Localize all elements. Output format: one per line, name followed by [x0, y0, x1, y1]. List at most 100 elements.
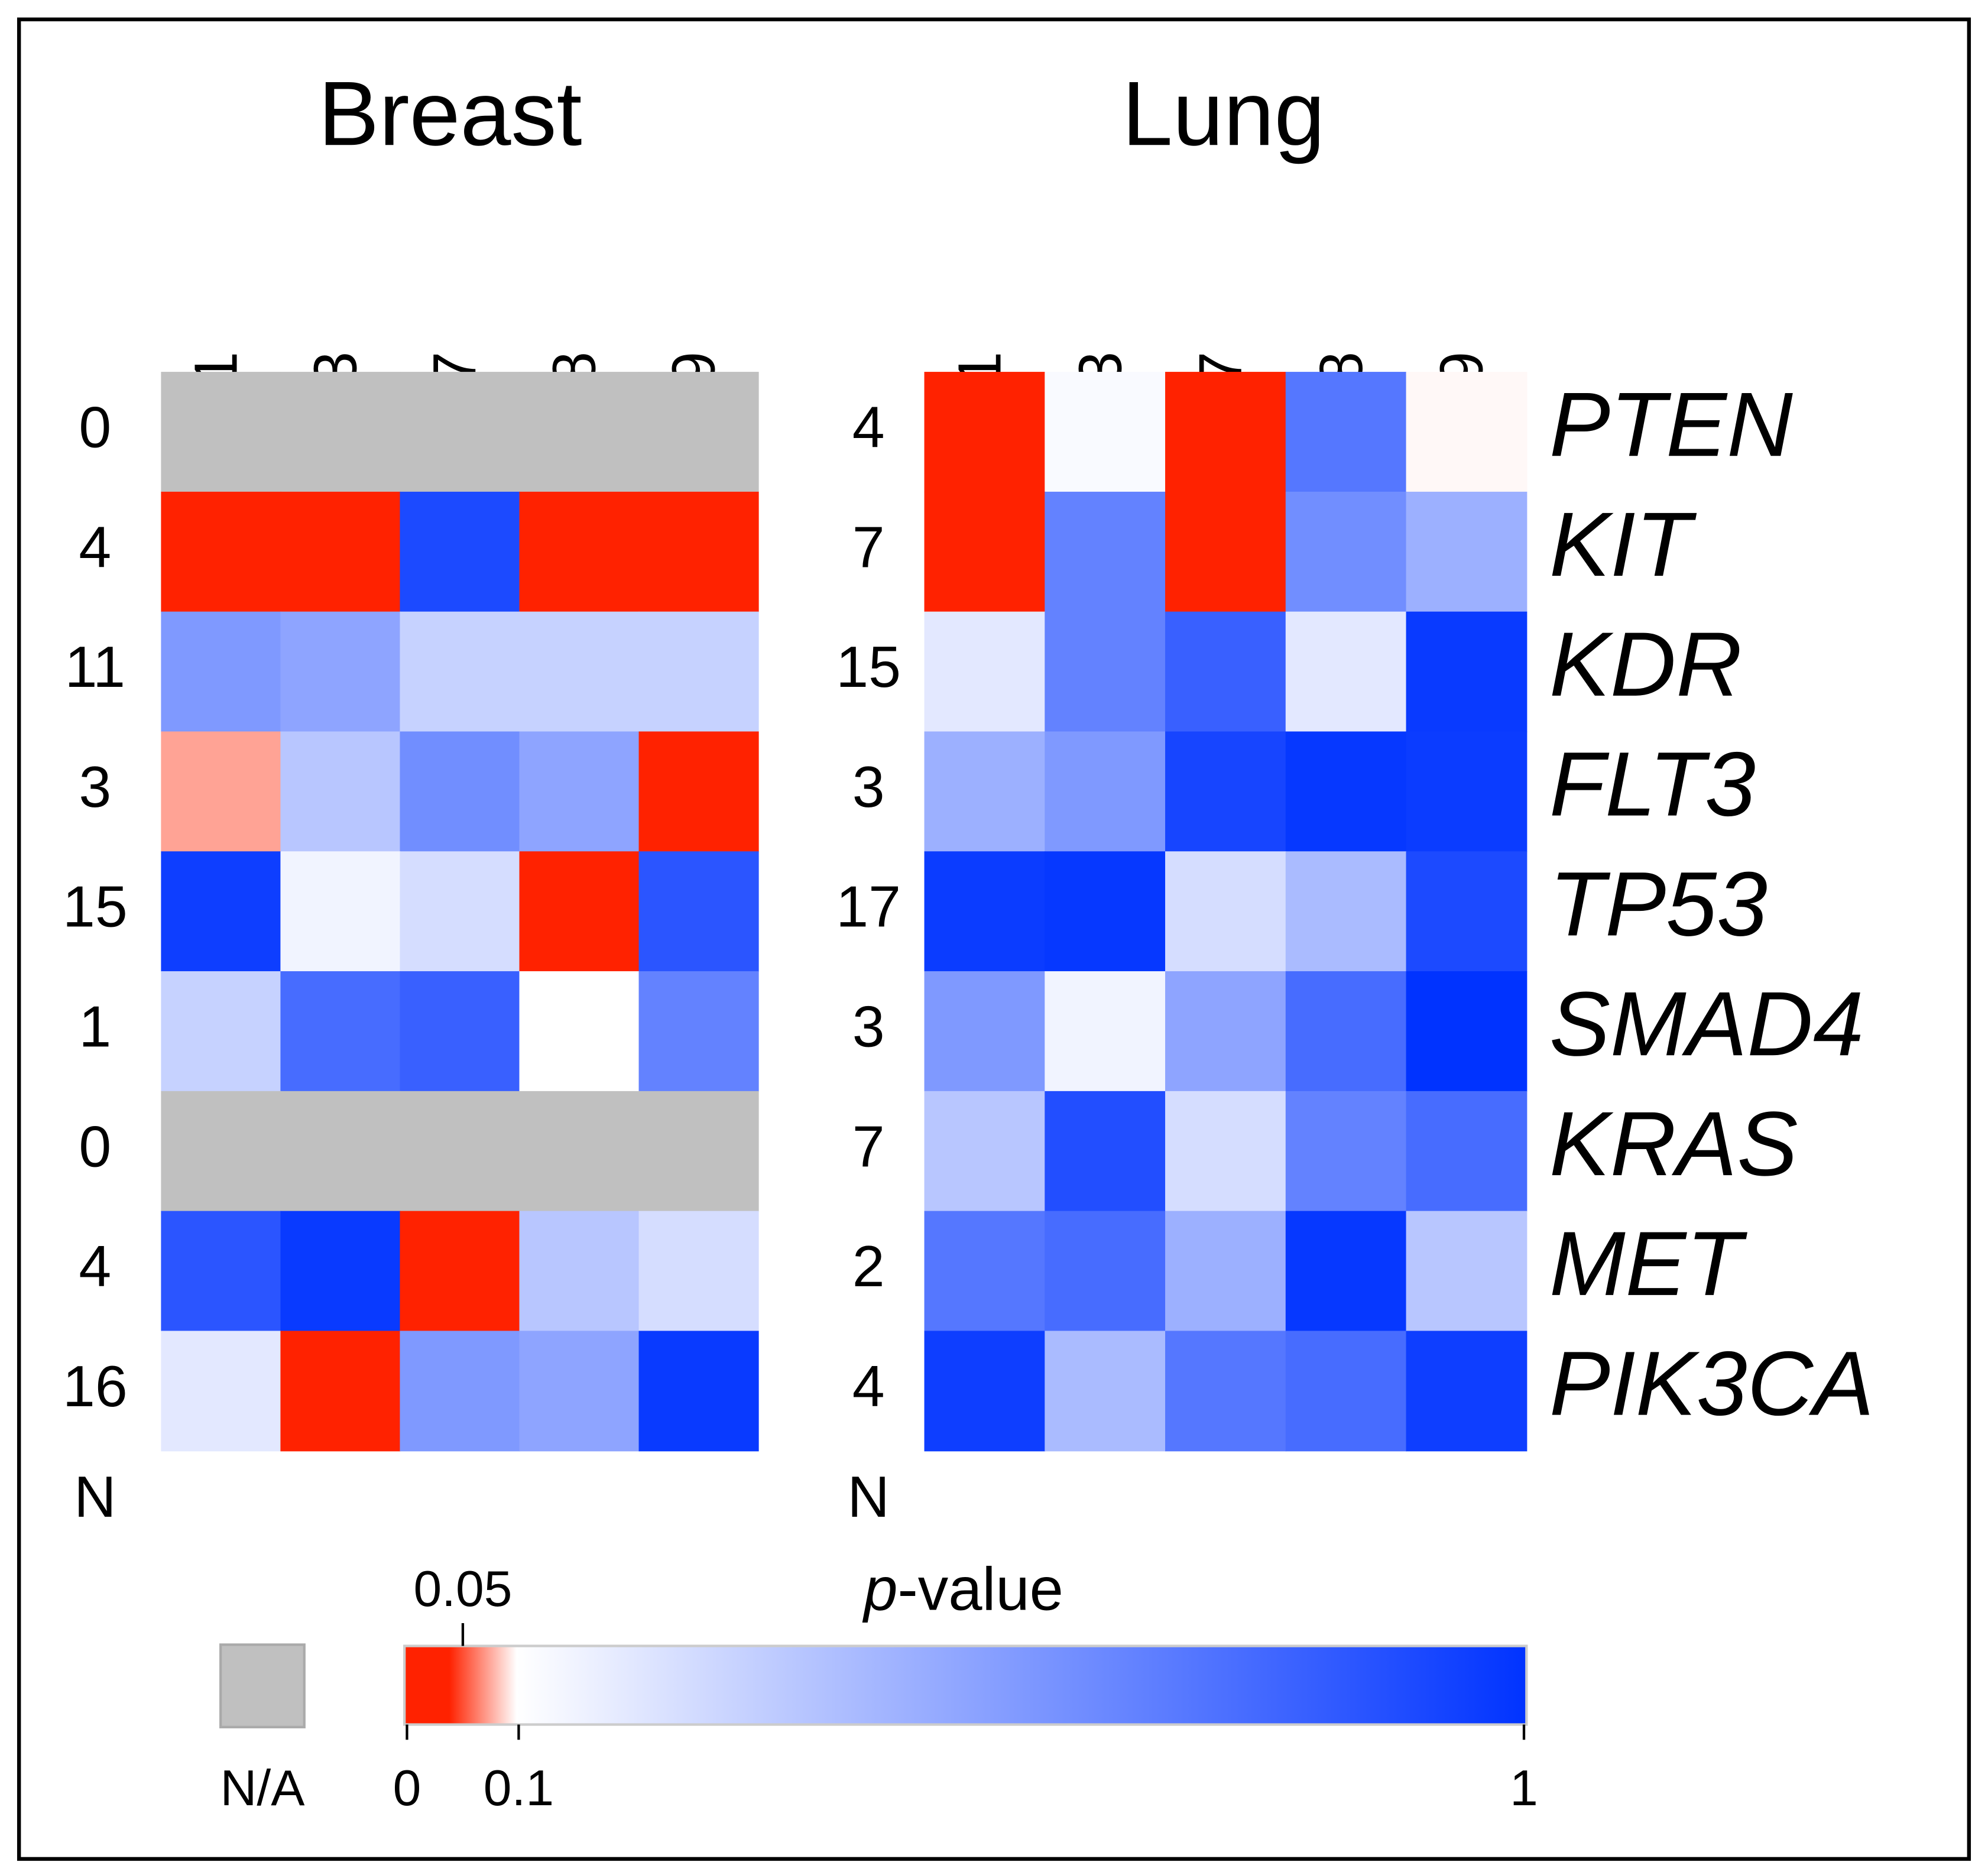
panel-title: Lung	[1122, 62, 1325, 164]
cell	[924, 1211, 1046, 1332]
cell	[161, 971, 281, 1092]
na-cell	[400, 372, 520, 492]
cell	[1406, 1211, 1528, 1332]
cell	[280, 611, 401, 732]
cell	[1165, 1091, 1286, 1212]
cell	[1165, 372, 1286, 492]
cell	[924, 611, 1046, 732]
cell	[1406, 1331, 1528, 1452]
n-label: 0	[79, 395, 111, 460]
gene-label: KDR	[1549, 613, 1742, 715]
n-label: 4	[79, 1234, 111, 1299]
cell	[280, 971, 401, 1092]
cell	[400, 1331, 520, 1452]
cell	[1165, 1211, 1286, 1332]
cell	[1285, 372, 1407, 492]
n-label: 15	[836, 634, 901, 699]
cell	[638, 1211, 759, 1332]
cell	[1285, 971, 1407, 1092]
cell	[1406, 851, 1528, 972]
cell	[161, 611, 281, 732]
cell	[400, 1211, 520, 1332]
cell	[1406, 971, 1528, 1092]
cell	[161, 851, 281, 972]
cell	[638, 971, 759, 1092]
cell	[1045, 971, 1166, 1092]
cell	[1165, 851, 1286, 972]
colorbar	[403, 1644, 1528, 1726]
cell	[638, 851, 759, 972]
cell	[1406, 372, 1528, 492]
cell	[1285, 1091, 1407, 1212]
cell	[519, 491, 640, 612]
cell	[924, 971, 1046, 1092]
cell	[519, 611, 640, 732]
cell	[1045, 611, 1166, 732]
cell	[924, 731, 1046, 852]
colorbar-tick-label: 0.1	[484, 1760, 554, 1816]
cell	[1045, 731, 1166, 852]
cell	[519, 851, 640, 972]
na-cell	[519, 1091, 640, 1212]
cell	[1406, 611, 1528, 732]
cell	[1165, 1331, 1286, 1452]
n-label: 3	[852, 994, 885, 1059]
cell	[400, 851, 520, 972]
cell	[924, 851, 1046, 972]
gene-label: PIK3CA	[1549, 1332, 1874, 1435]
na-cell	[519, 372, 640, 492]
n-label: 3	[79, 754, 111, 819]
n-label: 17	[836, 874, 901, 939]
cell	[638, 611, 759, 732]
cell	[519, 971, 640, 1092]
na-swatch	[219, 1643, 306, 1728]
cell	[1165, 731, 1286, 852]
colorbar-tick-label: 1	[1510, 1760, 1538, 1816]
cell	[638, 1331, 759, 1452]
cell	[1045, 1091, 1166, 1212]
cell	[400, 611, 520, 732]
na-cell	[280, 372, 401, 492]
cell	[161, 1331, 281, 1452]
cell	[519, 1211, 640, 1332]
panel-title: Breast	[318, 62, 582, 164]
n-header: N	[74, 1464, 116, 1529]
cell	[161, 491, 281, 612]
na-cell	[638, 1091, 759, 1212]
cell	[1406, 731, 1528, 852]
cell	[400, 731, 520, 852]
cell	[280, 1331, 401, 1452]
cell	[1045, 851, 1166, 972]
cell	[638, 731, 759, 852]
cell	[161, 1211, 281, 1332]
colorbar-tick-label: 0	[393, 1760, 421, 1816]
cell	[1165, 971, 1286, 1092]
n-label: 4	[79, 514, 111, 579]
gene-label: SMAD4	[1549, 972, 1864, 1075]
gene-label: TP53	[1549, 852, 1768, 955]
cell	[280, 491, 401, 612]
cell	[280, 851, 401, 972]
cell	[1285, 1331, 1407, 1452]
na-cell	[400, 1091, 520, 1212]
cell	[1045, 1331, 1166, 1452]
na-label: N/A	[220, 1760, 305, 1816]
gene-label: FLT3	[1549, 733, 1756, 835]
frame	[17, 17, 1971, 1861]
gene-label: PTEN	[1549, 373, 1793, 475]
n-header: N	[848, 1464, 890, 1529]
cell	[924, 1331, 1046, 1452]
cell	[1165, 611, 1286, 732]
gene-label: KRAS	[1549, 1092, 1798, 1195]
gene-label: KIT	[1549, 493, 1697, 595]
colorbar-top-tick-label: 0.05	[413, 1560, 512, 1617]
n-label: 4	[852, 1354, 885, 1419]
cell	[280, 1211, 401, 1332]
n-label: 2	[852, 1234, 885, 1299]
cell	[400, 491, 520, 612]
n-label: 15	[63, 874, 128, 939]
cell	[161, 731, 281, 852]
gene-label: MET	[1549, 1212, 1748, 1315]
n-label: 3	[852, 754, 885, 819]
